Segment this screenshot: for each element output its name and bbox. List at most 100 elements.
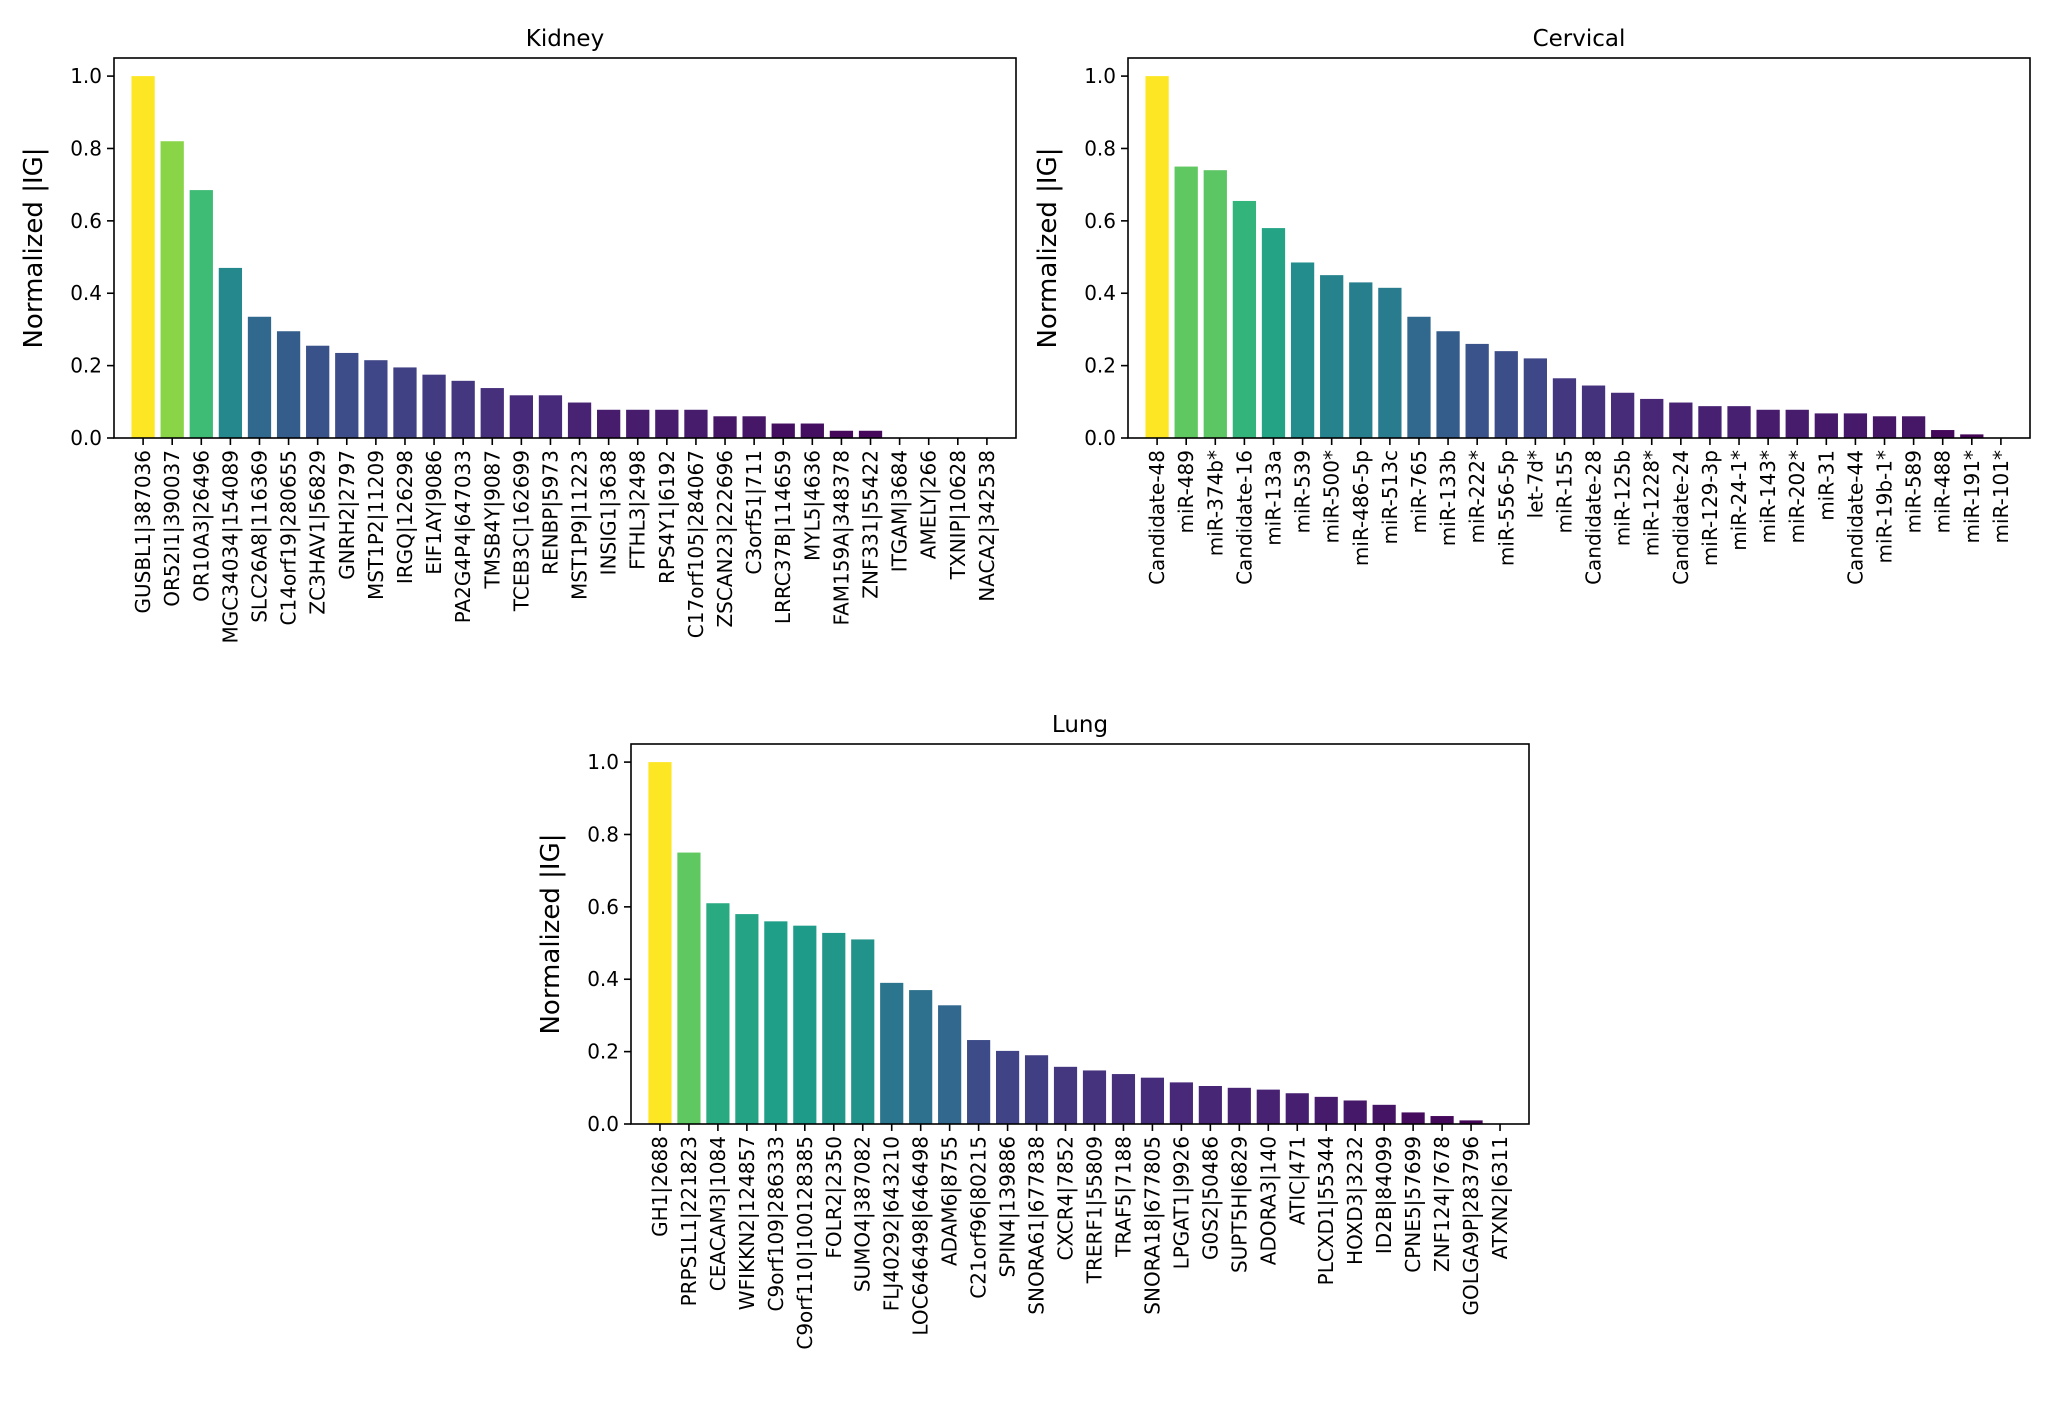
cervical-bar: [1145, 76, 1169, 438]
lung-x-tick-label: SNORA18|677805: [1140, 1136, 1164, 1315]
kidney-bar: [538, 395, 563, 438]
kidney-x-tick-label: MST1P2|11209: [364, 450, 388, 600]
kidney-axes-frame: [113, 57, 1017, 439]
cervical-x-tick-label: miR-374b*: [1203, 450, 1227, 556]
cervical-x-tick-label: miR-500*: [1320, 450, 1344, 544]
cervical-x-tick-label: miR-191*: [1960, 450, 1984, 544]
lung-bar: [735, 914, 759, 1124]
kidney-x-tick-label: ZC3HAV1|56829: [306, 450, 330, 615]
lung-bar: [967, 1040, 991, 1124]
lung-bar: [677, 852, 701, 1124]
kidney-y-tick-label: 0.8: [70, 136, 102, 160]
cervical-bar: [1552, 378, 1577, 438]
lung-axes-frame: [630, 743, 1530, 1125]
cervical-x-tick-label: miR-539: [1291, 450, 1315, 534]
kidney-x-tick-label: ZNF331|55422: [859, 450, 883, 599]
cervical-x-tick-label: Candidate-16: [1232, 450, 1256, 585]
lung-bar: [706, 903, 730, 1124]
lung-bar: [1401, 1112, 1425, 1124]
kidney-y-tick-label: 0.4: [70, 281, 102, 305]
lung-x-tick-label: G0S2|50486: [1198, 1136, 1222, 1260]
cervical-x-tick-label: Candidate-44: [1843, 450, 1867, 585]
lung-bar: [851, 939, 875, 1124]
lung-x-tick-label: SNORA61|677838: [1025, 1136, 1049, 1315]
cervical-bar: [1814, 413, 1838, 438]
kidney-x-tick-label: TCEB3C|162699: [509, 450, 533, 612]
lung-bar: [1111, 1074, 1136, 1124]
lung-x-tick-label: CXCR4|7852: [1054, 1136, 1078, 1260]
cervical-x-tick-label: let-7d*: [1523, 450, 1547, 518]
cervical-y-tick-label: 1.0: [1084, 64, 1116, 88]
kidney-x-tick-label: AMELY|266: [917, 450, 941, 559]
cervical-x-tick-label: miR-556-5p: [1494, 450, 1518, 566]
cervical-x-tick-label: miR-133a: [1261, 450, 1285, 546]
cervical-y-tick-label: 0.0: [1084, 426, 1116, 450]
kidney-bar: [597, 409, 621, 438]
lung-bar: [1285, 1093, 1309, 1124]
kidney-x-tick-label: ZSCAN23|222696: [713, 450, 737, 628]
kidney-x-tick-label: RPS4Y1|6192: [655, 450, 679, 584]
cervical-bar: [1465, 343, 1489, 438]
lung-x-tick-label: ID2B|84099: [1372, 1136, 1396, 1254]
lung-bar: [1256, 1089, 1280, 1124]
cervical-bar: [1494, 351, 1518, 438]
cervical-bar: [1320, 275, 1344, 438]
cervical-x-tick-label: miR-589: [1902, 450, 1926, 534]
cervical-chart: Cervical Normalized |IG| 0.0 0.2 0.4 0.6 0.8 1.…: [1033, 26, 2031, 585]
cervical-x-tick-label: miR-133b: [1436, 450, 1460, 546]
lung-x-tick-label: CPNE5|57699: [1401, 1136, 1425, 1273]
cervical-x-tick-label: miR-19b-1*: [1873, 450, 1897, 563]
kidney-x-tick-label: PA2G4P4|647033: [451, 450, 475, 623]
lung-bar: [1140, 1077, 1165, 1124]
cervical-bar: [1611, 392, 1635, 438]
lung-y-tick-label: 0.6: [587, 895, 619, 919]
kidney-x-tick-label: C3orf51|711: [742, 450, 766, 575]
cervical-x-tick-label: miR-488: [1931, 450, 1955, 534]
cervical-x-tick-label: miR-202*: [1785, 450, 1809, 544]
cervical-bar: [1523, 358, 1547, 438]
cervical-bar: [1931, 430, 1955, 438]
cervical-bar: [1640, 398, 1664, 438]
lung-y-axis-label: Normalized |IG|: [536, 833, 566, 1034]
kidney-bar: [131, 76, 155, 438]
kidney-bar: [509, 395, 533, 438]
lung-x-tick-label: ADORA3|140: [1256, 1136, 1280, 1265]
lung-y-tick-label: 0.8: [587, 822, 619, 846]
kidney-bar: [626, 409, 650, 438]
lung-x-tick-label: SPIN4|139886: [996, 1136, 1020, 1277]
kidney-bar: [160, 141, 184, 438]
lung-chart: Lung Normalized |IG| 0.0 0.2 0.4 0.6 0.8 1.0 GH1…: [536, 712, 1530, 1350]
cervical-bar: [1232, 200, 1257, 438]
lung-x-tick-label: TRERF1|55809: [1082, 1136, 1106, 1284]
lung-x-tick-label: HOXD3|3232: [1343, 1136, 1367, 1265]
cervical-bar: [1261, 228, 1286, 438]
cervical-bar: [1843, 413, 1868, 438]
kidney-title: Kidney: [526, 26, 604, 52]
kidney-bar: [218, 267, 243, 438]
lung-x-tick-label: GOLGA9P|283796: [1459, 1136, 1483, 1315]
cervical-bar: [1669, 402, 1693, 438]
kidney-bar: [800, 423, 824, 438]
kidney-bar: [684, 409, 708, 438]
lung-bar: [648, 762, 672, 1124]
cervical-bar: [1756, 409, 1780, 438]
lung-bar: [1459, 1120, 1483, 1124]
kidney-x-tick-label: LRRC37B|114659: [771, 450, 795, 624]
lung-y-tick-label: 1.0: [587, 750, 619, 774]
lung-bar: [793, 925, 817, 1124]
lung-bar: [1198, 1086, 1222, 1124]
kidney-x-tick-label: TMSB4Y|9087: [480, 450, 504, 589]
lung-x-tick-label: GH1|2688: [648, 1136, 672, 1237]
lung-y-tick-label: 0.2: [587, 1040, 619, 1064]
kidney-y-tick-label: 1.0: [70, 64, 102, 88]
kidney-bar: [189, 190, 213, 438]
cervical-bar: [1174, 166, 1198, 439]
kidney-x-tick-label: TXNIP|10628: [946, 450, 970, 580]
kidney-x-tick-label: INSIG1|3638: [597, 450, 621, 575]
kidney-bar: [422, 374, 446, 438]
lung-x-tick-label: ZNF124|7678: [1430, 1136, 1454, 1272]
kidney-x-tick-label: C17orf105|284067: [684, 450, 708, 638]
kidney-x-tick-label: ITGAM|3684: [888, 450, 912, 572]
kidney-y-tick-label: 0.2: [70, 354, 102, 378]
kidney-x-tick-label: MST1P9|11223: [568, 450, 592, 600]
